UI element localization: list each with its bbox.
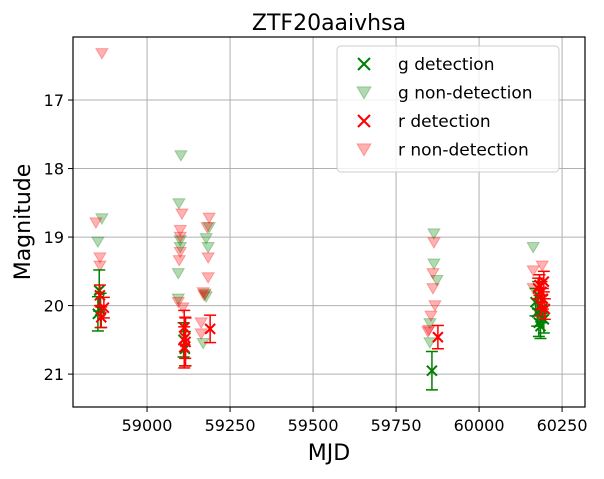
non-detection-point (200, 222, 215, 234)
x-tick-label: 60250 (537, 416, 588, 435)
legend-marker (357, 114, 371, 128)
non-detection-point (173, 231, 188, 244)
non-detection-point (430, 274, 444, 287)
y-tick-label: 17 (44, 91, 64, 110)
x-tick-label: 59750 (371, 416, 422, 435)
legend-label: g detection (398, 55, 494, 75)
detection-point (204, 314, 217, 344)
y-tick-label: 20 (44, 297, 64, 316)
non-detection-point (197, 290, 212, 302)
legend-marker (356, 143, 372, 157)
x-tick-label: 59000 (122, 416, 173, 435)
chart-title: ZTF20aaivhsa (252, 11, 406, 36)
non-detection-point (93, 260, 107, 273)
legend-marker (357, 57, 371, 71)
x-marker (432, 331, 444, 343)
non-detection-point (95, 48, 109, 60)
non-detection-point (173, 235, 188, 247)
legend-box (336, 45, 560, 173)
detection-point (431, 324, 444, 350)
non-detection-point (173, 246, 188, 259)
legend-label: r non-detection (398, 141, 529, 161)
x-marker (94, 289, 106, 302)
y-tick-label: 21 (44, 365, 64, 384)
non-detection-point (526, 242, 541, 254)
detection-point (538, 297, 551, 321)
non-detection-point (427, 237, 441, 249)
non-detection-point (421, 326, 435, 339)
detection-point (537, 270, 550, 293)
non-detection-point (428, 300, 442, 312)
x-marker (426, 364, 438, 377)
non-detection-point (423, 318, 437, 330)
non-detection-point (423, 337, 437, 349)
x-tick-label: 59500 (288, 416, 339, 435)
non-detection-point (194, 317, 209, 330)
non-detection-point (171, 293, 186, 306)
non-detection-point (196, 337, 211, 350)
detection-point (179, 317, 192, 367)
non-detection-point (201, 272, 216, 284)
detection-point (425, 350, 438, 391)
non-detection-point (173, 224, 188, 237)
y-tick-label: 18 (44, 160, 64, 179)
x-axis-label: MJD (308, 441, 350, 466)
x-marker (95, 311, 107, 323)
non-detection-point (422, 324, 436, 337)
legend-label: g non-detection (398, 84, 533, 104)
non-detection-point (427, 228, 441, 241)
non-detection-point (535, 260, 550, 273)
non-detection-point (424, 310, 438, 323)
x-marker (179, 336, 192, 348)
x-tick-label: 59250 (205, 416, 256, 435)
y-axis-label: Magnitude (11, 164, 36, 281)
non-detection-point (89, 217, 103, 230)
legend-label: r detection (398, 112, 491, 132)
non-detection-point (201, 252, 216, 265)
non-detection-point (95, 213, 109, 225)
non-detection-point (199, 233, 214, 245)
non-detection-point (199, 291, 214, 304)
y-tick-label: 19 (44, 228, 64, 247)
detection-point (95, 306, 108, 329)
non-detection-point (93, 252, 107, 265)
non-detection-point (427, 258, 441, 271)
non-detection-point (176, 302, 190, 315)
non-detection-point (426, 268, 440, 280)
non-detection-point (198, 288, 213, 301)
x-tick-label: 60000 (454, 416, 505, 435)
non-detection-point (172, 255, 187, 267)
non-detection-point (91, 236, 105, 249)
non-detection-point (196, 287, 211, 299)
non-detection-point (201, 242, 216, 254)
non-detection-point (202, 222, 217, 234)
non-detection-point (526, 265, 541, 278)
non-detection-point (171, 296, 186, 309)
x-marker (539, 303, 551, 315)
non-detection-point (171, 268, 186, 280)
plot-frame (72, 36, 586, 408)
x-marker (204, 323, 216, 335)
non-detection-point (173, 242, 188, 254)
non-detection-point (172, 198, 186, 210)
non-detection-point (175, 208, 189, 221)
legend: g detection g non-detection r detection r n… (336, 45, 560, 173)
non-detection-point (174, 150, 188, 162)
legend-marker (356, 86, 372, 100)
non-detection-point (194, 328, 209, 341)
non-detection-point (426, 283, 440, 295)
x-marker (538, 275, 550, 288)
non-detection-point (202, 212, 217, 225)
